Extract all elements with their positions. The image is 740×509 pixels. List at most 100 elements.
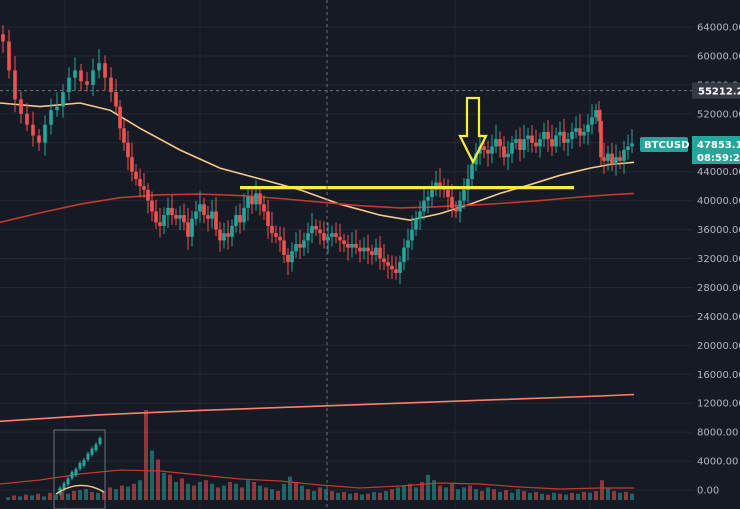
candle-body [354, 244, 358, 248]
volume-bar [582, 491, 586, 500]
candle-body [146, 189, 150, 201]
candle-body [599, 121, 603, 158]
candle-body [49, 110, 53, 125]
volume-bar [588, 492, 592, 500]
candle-body [526, 135, 530, 140]
volume-bar [336, 492, 340, 500]
candle-body [574, 128, 578, 132]
volume-bar [6, 497, 10, 500]
candle-body [414, 218, 418, 230]
volume-bar [318, 487, 322, 500]
volume-bar [108, 487, 112, 500]
candle-body [402, 247, 406, 263]
candle-body [594, 110, 598, 118]
volume-bar [198, 482, 202, 500]
candle-body [558, 131, 562, 136]
volume-bar [492, 489, 496, 500]
candle-body [482, 146, 486, 150]
candle-body [550, 139, 554, 147]
volume-bar [612, 491, 616, 500]
volume-bar [468, 485, 472, 500]
candle-body [282, 240, 286, 255]
moving-averages [0, 102, 635, 423]
candle-body [566, 139, 570, 143]
candle-body [458, 200, 462, 212]
candle-body [103, 63, 107, 78]
symbol-label: BTCUSD [644, 140, 689, 151]
volume-bar [330, 491, 334, 500]
candle-body [118, 106, 122, 129]
volume-bar [252, 482, 256, 500]
candle-body [578, 128, 582, 136]
candle-body [510, 142, 514, 154]
candle-body [162, 215, 166, 226]
candle-body [302, 240, 306, 248]
volume-bar [402, 485, 406, 500]
volume-bar [312, 491, 316, 500]
candle-body [422, 200, 426, 212]
volume-bar [180, 478, 184, 500]
candle-body [230, 225, 234, 237]
candle-body [398, 262, 402, 273]
drawing-annotations[interactable] [240, 96, 574, 190]
y-tick-label: 32000.00 [697, 254, 740, 265]
volume-bar [246, 480, 250, 500]
candle-body [410, 229, 414, 241]
volume-bar [438, 485, 442, 500]
volume-bar [576, 493, 580, 500]
candle-body [406, 240, 410, 248]
y-tick-label: 40000.00 [697, 196, 740, 207]
volume-bar [462, 487, 466, 500]
candle-body [382, 258, 386, 263]
candle-body [134, 171, 138, 179]
y-tick-label: 12000.00 [697, 399, 740, 410]
candle-body [290, 251, 294, 263]
volume-bar [234, 483, 238, 500]
candle-body [350, 244, 354, 248]
candlestick-series [1, 25, 634, 285]
volume-bar [558, 493, 562, 500]
candle-body [43, 124, 47, 143]
candle-body [278, 236, 282, 241]
candle-body [79, 70, 83, 82]
crosshair-price-label: 55212.27 [698, 87, 740, 98]
candle-body [562, 131, 566, 143]
moving-average-line [0, 393, 635, 423]
volume-bar [444, 487, 448, 500]
candle-body [306, 233, 310, 241]
volume-bar [510, 492, 514, 500]
volume-bar [300, 485, 304, 500]
moving-average-line [0, 192, 635, 224]
volume-bar [84, 489, 88, 500]
arrow-down-icon [458, 96, 488, 165]
volume-bar [258, 485, 262, 500]
volume-bar [162, 473, 166, 500]
volume-bar [186, 483, 190, 500]
candle-body [246, 197, 250, 208]
volume-bar [630, 493, 634, 500]
candle-body [494, 139, 498, 147]
candle-body [518, 139, 522, 150]
candle-body [418, 211, 422, 219]
y-tick-label: 36000.00 [697, 225, 740, 236]
candle-body [486, 149, 490, 154]
y-tick-label: 0.00 [697, 486, 719, 497]
candle-body [262, 204, 266, 212]
candle-body [330, 233, 334, 237]
volume-bar [144, 410, 148, 500]
countdown-label: 08:59:29 [697, 153, 740, 164]
candle-body [298, 244, 302, 248]
inset-candle-body [94, 444, 98, 451]
candle-body [258, 193, 262, 205]
volume-bar [486, 487, 490, 500]
candle-body [602, 157, 606, 161]
candle-body [394, 269, 398, 273]
candle-body [362, 247, 366, 252]
volume-bar [360, 494, 364, 500]
volume-inset-box [53, 429, 106, 509]
candle-body [326, 236, 330, 241]
volume-bar [450, 483, 454, 500]
volume-bar [72, 491, 76, 500]
volume-bar [114, 489, 118, 500]
